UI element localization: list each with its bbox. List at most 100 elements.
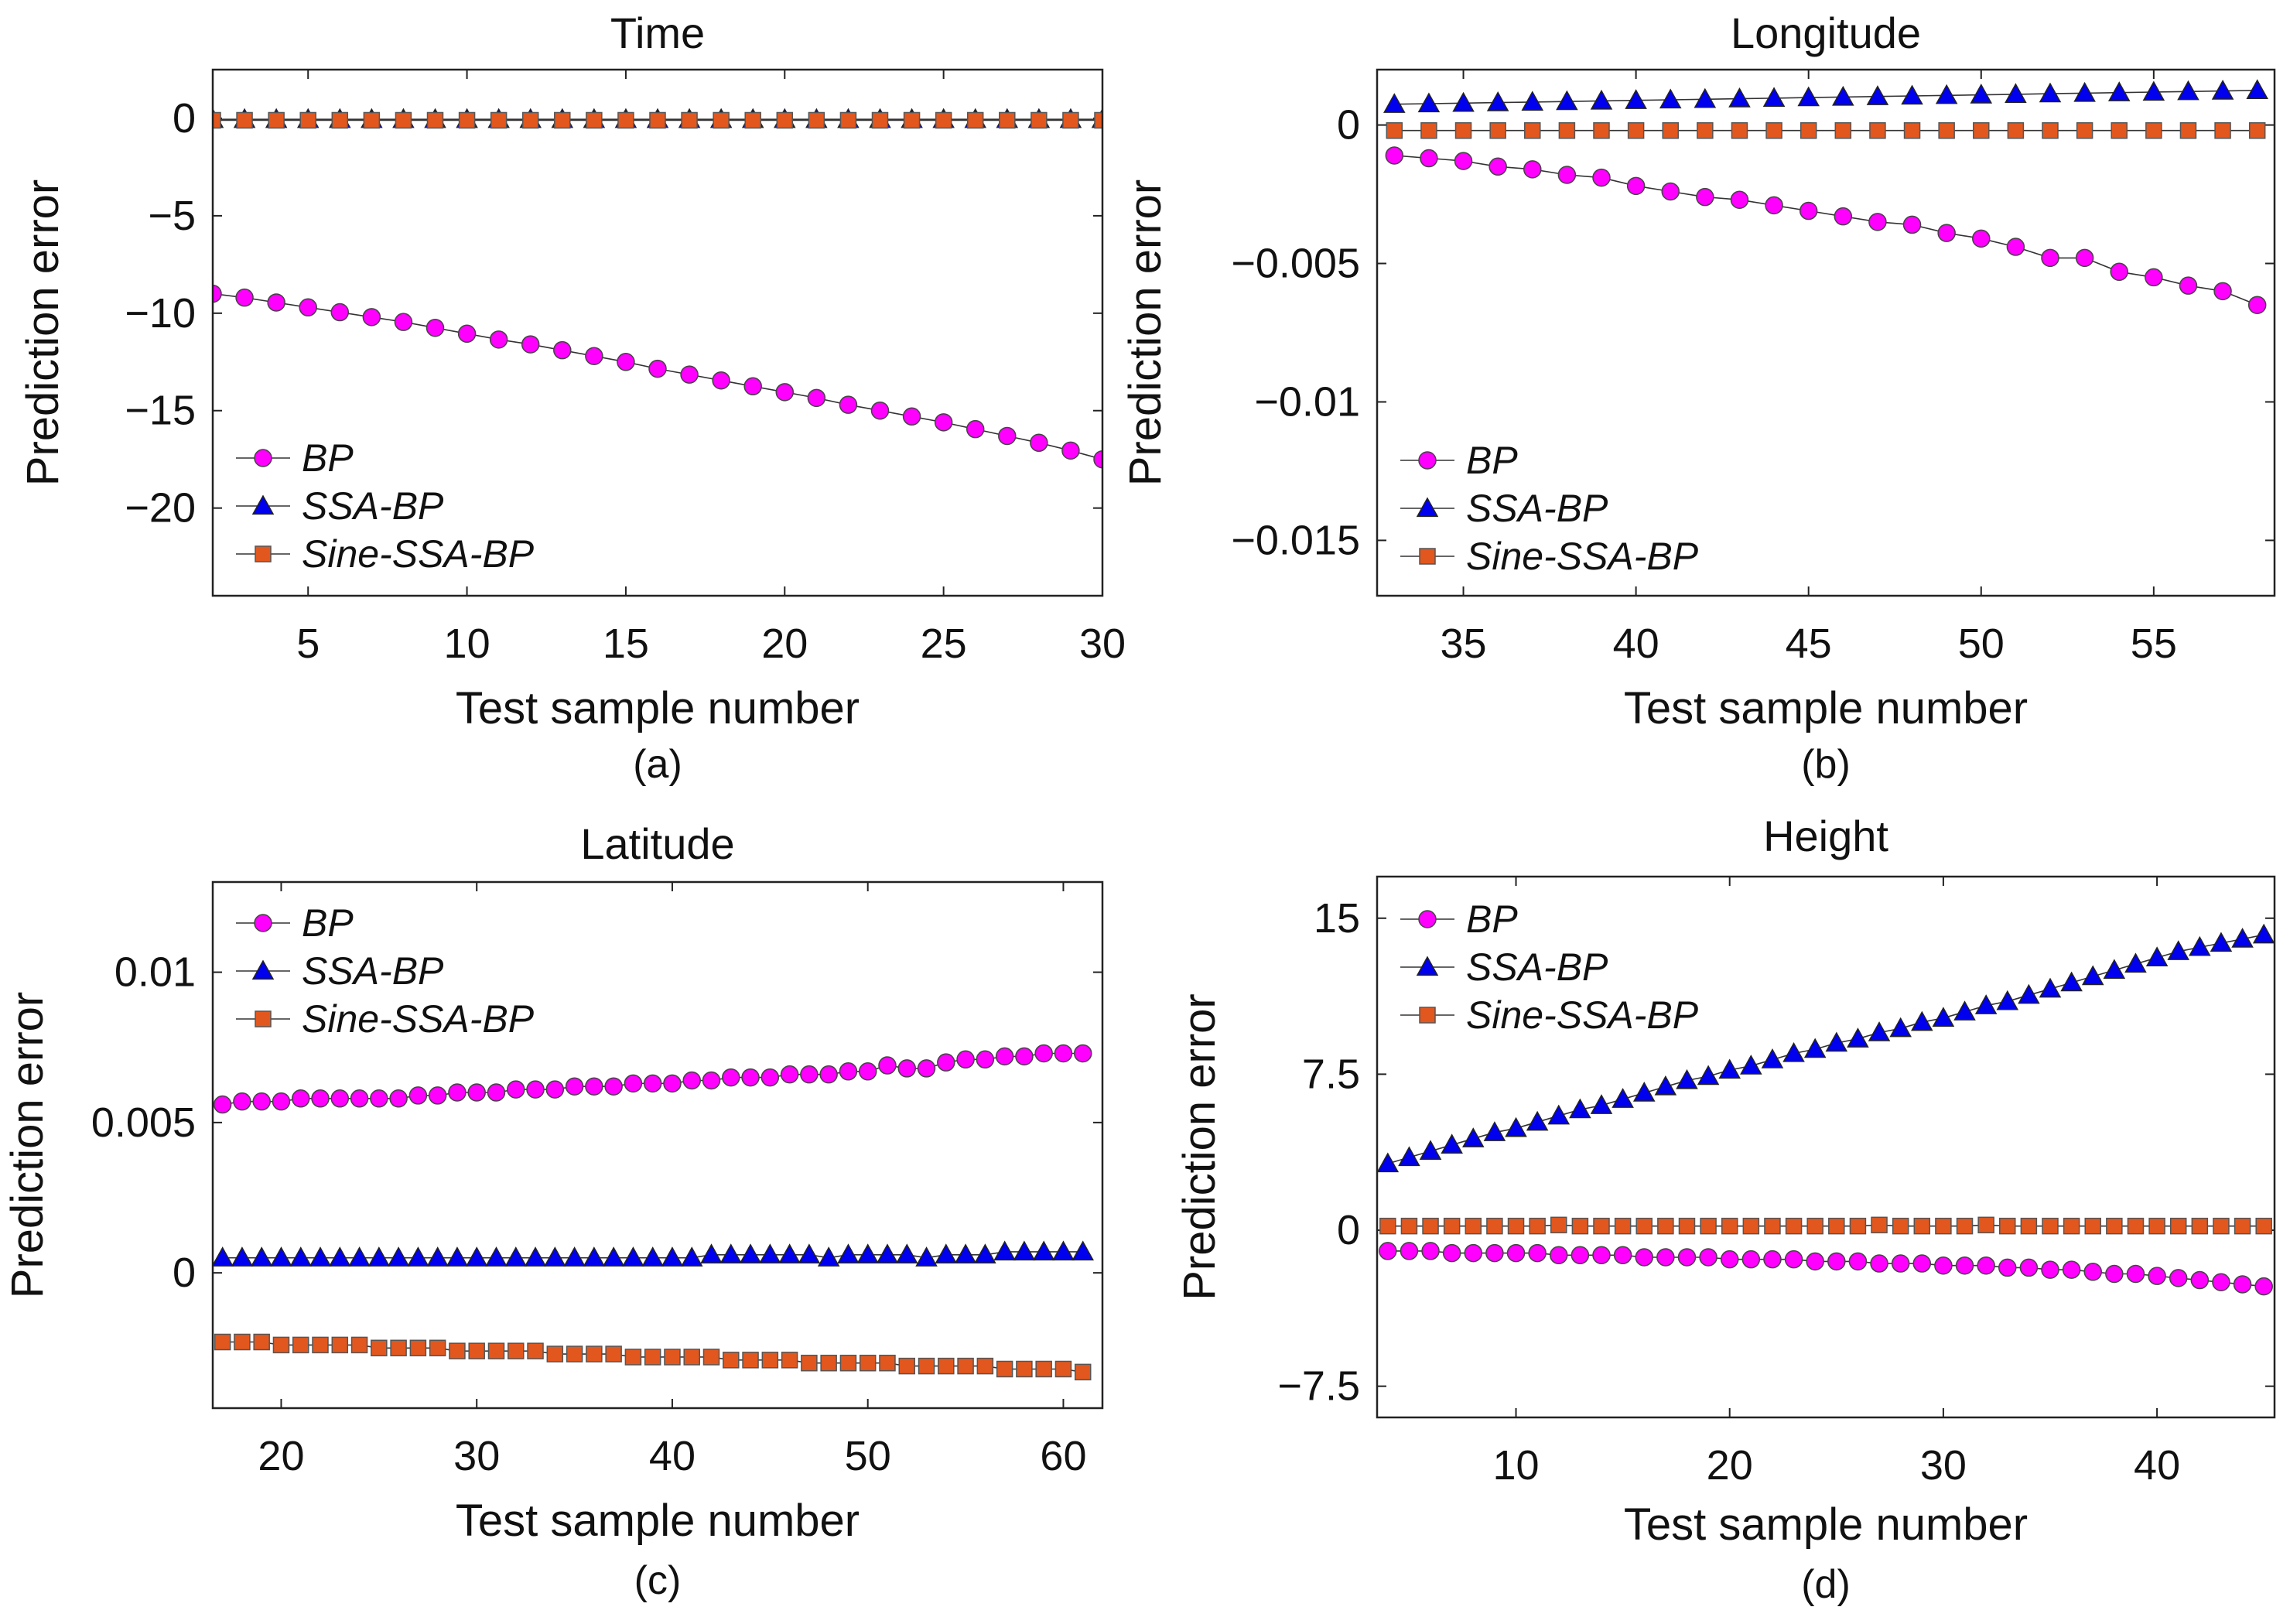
data-point — [521, 335, 540, 354]
x-tick-label: 50 — [1958, 621, 2005, 667]
data-point — [299, 298, 317, 317]
data-point — [1627, 121, 1645, 139]
x-tick-label: 30 — [1079, 621, 1126, 667]
data-point — [1935, 84, 1958, 104]
panel-d: Height 10 20 30 40 15 7.5 0 −7.5 Test sample numb… — [1174, 812, 2276, 1607]
data-point — [1676, 1068, 1698, 1089]
data-point — [1720, 1250, 1739, 1269]
data-point — [1507, 1217, 1525, 1235]
data-point — [1379, 1217, 1396, 1235]
data-point — [903, 111, 921, 129]
data-point — [856, 1243, 879, 1263]
data-point — [1529, 1217, 1546, 1235]
data-point — [457, 324, 477, 344]
data-point — [489, 330, 508, 349]
data-point — [1718, 1058, 1741, 1079]
data-point — [1697, 1065, 1720, 1086]
x-tick-label: 5 — [296, 621, 320, 667]
data-point — [1762, 87, 1786, 108]
data-point — [2191, 1217, 2209, 1235]
data-point — [1806, 1252, 1824, 1271]
data-point — [2169, 1217, 2187, 1235]
data-point — [739, 1243, 762, 1263]
data-point — [2142, 80, 2165, 101]
data-point — [331, 1336, 349, 1354]
series-sine-ssa-bp — [1386, 121, 2266, 139]
data-point — [2060, 971, 2083, 992]
data-point — [1489, 121, 1506, 139]
x-tick-label: 20 — [1707, 1442, 1753, 1489]
data-point — [1868, 1021, 1891, 1041]
data-point — [367, 1246, 391, 1267]
x-tick-label: 40 — [1613, 621, 1659, 667]
data-point — [1592, 168, 1611, 187]
data-point — [426, 318, 445, 337]
data-point — [723, 1352, 740, 1369]
data-point — [974, 1243, 996, 1263]
data-point — [1868, 213, 1887, 231]
data-point — [2213, 1217, 2230, 1235]
data-point — [1934, 1256, 1953, 1275]
data-point — [2042, 1217, 2059, 1235]
data-point — [664, 1349, 681, 1366]
data-point — [1800, 121, 1817, 139]
data-point — [1903, 121, 1921, 139]
chart-title: Time — [610, 9, 705, 57]
data-point — [1728, 87, 1751, 108]
data-point — [807, 388, 826, 408]
data-point — [563, 1246, 586, 1267]
x-axis-label: Test sample number — [456, 683, 860, 733]
legend-label: Sine-SSA-BP — [1466, 535, 1699, 578]
y-tick-label: −0.015 — [1231, 517, 1360, 563]
data-point — [2041, 1260, 2059, 1279]
series-bp — [1379, 1242, 2273, 1296]
data-point — [331, 111, 349, 129]
legend-label: BP — [1466, 897, 1518, 941]
data-point — [526, 1080, 545, 1099]
data-point — [966, 419, 985, 439]
data-point — [801, 1354, 818, 1372]
legend-marker — [1416, 497, 1439, 518]
data-point — [1052, 1240, 1075, 1261]
data-point — [1847, 1027, 1869, 1048]
data-point — [1571, 1246, 1590, 1265]
data-point — [976, 1357, 994, 1375]
data-point — [1970, 84, 1993, 104]
data-point — [935, 111, 952, 129]
data-point — [292, 1336, 309, 1354]
series-ssa-bp — [1377, 923, 2275, 1173]
data-point — [268, 111, 285, 129]
data-point — [394, 313, 413, 331]
data-point — [1765, 196, 1783, 215]
x-tick-label: 30 — [453, 1433, 500, 1479]
data-point — [267, 293, 285, 312]
data-point — [565, 1077, 584, 1096]
data-point — [641, 1246, 664, 1267]
legend-label: Sine-SSA-BP — [1466, 993, 1699, 1037]
data-point — [995, 1047, 1014, 1066]
panel-caption: (b) — [1801, 742, 1851, 787]
data-point — [1661, 182, 1680, 201]
y-axis-label: Prediction error — [18, 179, 68, 486]
data-point — [231, 1246, 254, 1267]
data-point — [1694, 87, 1717, 108]
data-point — [252, 1092, 271, 1111]
x-tick-label: 40 — [649, 1433, 696, 1479]
data-point — [1483, 1121, 1506, 1141]
x-tick-label: 10 — [444, 621, 490, 667]
legend-marker — [255, 1010, 272, 1027]
data-point — [2167, 940, 2189, 960]
data-point — [546, 1345, 564, 1362]
data-point — [644, 1349, 661, 1366]
data-point — [800, 1065, 819, 1084]
data-point — [2076, 121, 2093, 139]
legend-label: SSA-BP — [302, 484, 444, 528]
legend-label: SSA-BP — [1466, 945, 1608, 989]
data-point — [272, 1336, 290, 1354]
data-point — [350, 1089, 369, 1108]
data-point — [1635, 1248, 1653, 1267]
data-point — [213, 284, 222, 303]
data-point — [1849, 1217, 1867, 1235]
legend-marker — [254, 449, 272, 467]
